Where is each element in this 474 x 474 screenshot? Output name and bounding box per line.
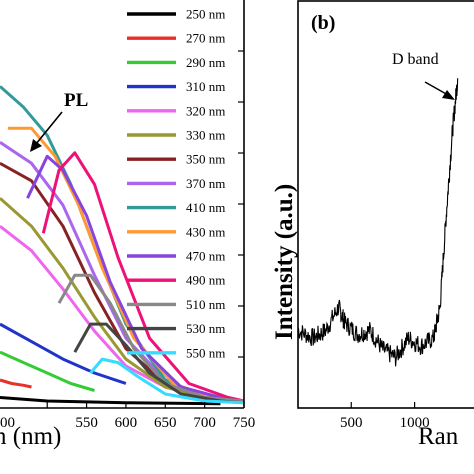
- pl-x-tick-label: 700: [193, 415, 216, 431]
- legend-label: 250 nm: [186, 7, 225, 22]
- pl-series-550-nm: [89, 357, 245, 405]
- raman-y-label: Intensity (a.u.): [271, 184, 298, 340]
- pl-arrow: [30, 111, 63, 152]
- raman-panel: (b) D band Intensity (a.u.) 500 1000 Ran: [271, 0, 474, 450]
- pl-series-250-nm: [0, 396, 221, 406]
- pl-series-270-nm: [0, 378, 32, 389]
- raman-x-tick-label: 500: [340, 415, 363, 431]
- legend-label: 510 nm: [186, 297, 225, 312]
- pl-series-490-nm: [41, 151, 245, 403]
- raman-spectrum: [297, 78, 459, 367]
- pl-series-290-nm: [0, 350, 95, 392]
- pl-series-510-nm: [57, 273, 245, 403]
- legend-label: 270 nm: [186, 31, 225, 46]
- pl-panel: 00 550 600 650 700 750 n (nm) PL 250 nm 270 nm…: [0, 0, 255, 450]
- legend-label: 430 nm: [186, 224, 225, 239]
- pl-x-tick-label: 00: [0, 415, 15, 431]
- raman-frame: [297, 0, 474, 409]
- legend-label: 470 nm: [186, 249, 225, 264]
- raman-arrow: [424, 81, 455, 100]
- raman-x-tick-label: 1000: [400, 415, 430, 431]
- pl-series-470-nm: [26, 154, 245, 403]
- pl-x-tick-label: 550: [75, 415, 98, 431]
- panel-label: (b): [311, 12, 335, 34]
- legend-label: 310 nm: [186, 79, 225, 94]
- pl-annotation: PL: [64, 90, 88, 111]
- raman-x-label: Ran: [418, 423, 459, 450]
- legend-label: 490 nm: [186, 273, 225, 288]
- legend-label: 350 nm: [186, 152, 225, 167]
- pl-series-310-nm: [0, 322, 127, 385]
- legend-label: 320 nm: [186, 103, 225, 118]
- legend-label: 410 nm: [186, 200, 225, 215]
- pl-x-tick-label: 650: [154, 415, 177, 431]
- legend-label: 530 nm: [186, 321, 225, 336]
- legend-label: 330 nm: [186, 128, 225, 143]
- legend-label: 370 nm: [186, 176, 225, 191]
- legend-label: 550 nm: [186, 345, 225, 360]
- pl-x-tick-label: 600: [115, 415, 138, 431]
- pl-x-tick-label: 750: [233, 415, 256, 431]
- legend: 250 nm 270 nm 290 nm 310 nm 320 nm 330 nm 350 …: [127, 7, 225, 360]
- pl-series-530-nm: [73, 322, 245, 405]
- legend-label: 290 nm: [186, 55, 225, 70]
- raman-annotation: D band: [392, 51, 439, 68]
- pl-x-label: n (nm): [0, 423, 61, 450]
